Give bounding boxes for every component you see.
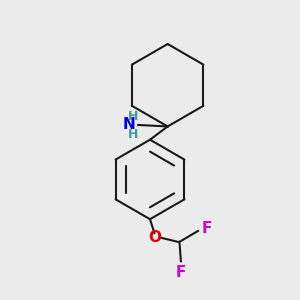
Text: H: H <box>128 110 138 123</box>
Text: O: O <box>148 230 161 245</box>
Text: H: H <box>128 128 138 141</box>
Text: F: F <box>202 221 212 236</box>
Text: N: N <box>123 117 136 132</box>
Text: F: F <box>176 265 186 280</box>
